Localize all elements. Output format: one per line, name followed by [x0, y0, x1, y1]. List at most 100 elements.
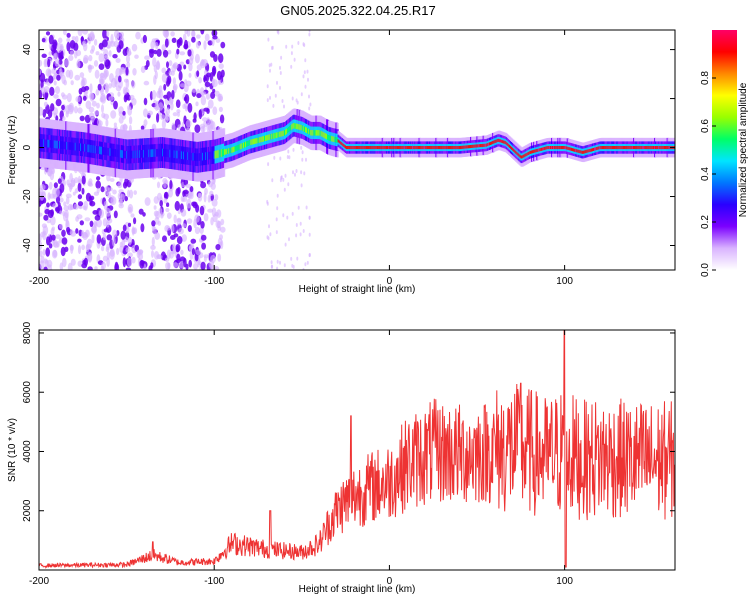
spectrogram-cell	[200, 234, 207, 241]
spectrogram-cell	[98, 209, 104, 218]
spectrogram-cell	[94, 145, 97, 154]
spectrogram-cell	[187, 225, 192, 232]
spectrogram-cell	[110, 33, 114, 44]
spectrogram-cell	[158, 207, 163, 214]
spectrogram-cell	[109, 249, 115, 260]
spectrogram-cell	[271, 45, 274, 50]
y-tick-label: 20	[22, 93, 33, 105]
spectrogram-cell	[127, 222, 132, 227]
spectrogram-cell	[109, 178, 115, 182]
spectrogram-cell	[130, 213, 135, 218]
spectrogram-cell	[279, 85, 281, 90]
spectrogram-frame	[38, 29, 676, 271]
spectrogram-cell	[131, 98, 137, 106]
spectrogram-cell	[177, 187, 181, 195]
colorbar-ticks: 0.0 0.2 0.4 0.6 0.8	[700, 71, 716, 277]
spectrogram-cell	[47, 109, 53, 119]
spectrogram-cell	[300, 183, 303, 188]
spectrogram-cell	[179, 51, 186, 56]
spectrogram-cell	[191, 88, 197, 93]
spectrogram-cell	[187, 102, 193, 113]
spectrogram-cell	[626, 146, 629, 150]
spectrogram-cell	[94, 266, 98, 270]
spectrogram-cell	[204, 33, 210, 42]
spectrogram-cell	[276, 266, 279, 270]
spectrogram-cell	[195, 249, 202, 256]
spectrogram-cell	[211, 65, 217, 76]
spectrogram-cell	[98, 63, 105, 70]
spectrogram-cell	[206, 72, 211, 78]
spectrogram-cell	[66, 32, 71, 38]
spectrogram-cell	[142, 212, 146, 217]
spectrogram-cell	[46, 219, 51, 224]
spectrogram-cell	[162, 235, 167, 242]
spectrogram-cell	[84, 217, 91, 222]
spectrogram-cell	[101, 261, 106, 270]
spectrogram-cell	[165, 207, 170, 213]
x-tick-label: -200	[29, 276, 49, 287]
spectrogram-cell	[67, 262, 73, 270]
spectrogram-cell	[176, 150, 179, 159]
spectrogram-cell	[279, 65, 281, 70]
spectrogram-cell	[155, 41, 159, 50]
y-tick-label: 4000	[22, 440, 33, 463]
spectrogram-cell	[220, 226, 226, 233]
spectrogram-cell	[127, 252, 133, 258]
spectrogram-cell	[42, 109, 47, 118]
spectrogram-cell	[39, 260, 45, 270]
spectrogram-cell	[85, 243, 92, 251]
spectrogram-cell	[119, 31, 124, 38]
spectrogram-cell	[564, 146, 567, 150]
x-tick-label: 100	[556, 276, 573, 287]
spectrogram-cell	[113, 210, 118, 219]
spectrogram-cell	[290, 64, 293, 69]
spectrogram-cell	[85, 100, 92, 110]
spectrogram-cell	[77, 244, 82, 255]
spectrogram-cell	[152, 57, 157, 67]
spectrogram-cell	[270, 62, 273, 67]
spectrogram-cell	[180, 209, 187, 217]
spectrogram-cell	[308, 232, 311, 237]
spectrogram-cell	[60, 43, 64, 52]
spectrogram-cell	[43, 86, 50, 93]
spectrogram-cell	[657, 146, 660, 150]
spectrogram-cell	[77, 30, 83, 37]
x-tick-label: 0	[387, 276, 393, 287]
spectrogram-cell	[249, 139, 252, 146]
spectrogram-cell	[152, 226, 157, 235]
spectrogram-cell	[667, 146, 670, 150]
spectrogram-cell	[51, 234, 56, 241]
spectrogram-cell	[216, 220, 222, 229]
spectrogram-cell	[271, 178, 274, 183]
spectrogram-cell	[89, 83, 93, 93]
spectrogram-cell	[45, 247, 50, 257]
spectrogram-cell	[125, 267, 132, 270]
spectrogram-cell	[184, 94, 190, 104]
spectrogram-cell	[74, 188, 79, 194]
spectrogram-cell	[169, 179, 173, 190]
spectrogram-cell	[220, 69, 225, 78]
spectrogram-cell	[135, 150, 138, 159]
spectrogram-cell	[176, 218, 182, 226]
spectrogram-cell	[59, 223, 63, 229]
spectrogram-cell	[91, 45, 95, 52]
spectrogram-cell	[207, 208, 214, 213]
spectrogram-cell	[304, 262, 307, 267]
spectrogram-cell	[93, 39, 98, 46]
spectrogram-cell	[150, 245, 156, 250]
y-tick-label: 40	[22, 44, 33, 56]
spectrogram-cell	[108, 96, 114, 101]
spectrogram-cell	[151, 236, 155, 247]
spectrogram-cell	[59, 197, 64, 203]
spectrogram-cell	[595, 147, 598, 151]
spectrogram-cell	[62, 257, 67, 268]
spectrogram-cell	[42, 230, 47, 241]
spectrogram-cell	[66, 226, 71, 233]
spectrogram-cell	[284, 242, 287, 247]
spectrogram-cell	[218, 106, 223, 113]
spectrogram-cell	[39, 72, 46, 83]
spectrogram-cell	[161, 67, 167, 74]
spectrogram-cell	[79, 115, 85, 122]
spectrogram-cell	[270, 264, 273, 269]
spectrogram-cell	[133, 190, 137, 196]
